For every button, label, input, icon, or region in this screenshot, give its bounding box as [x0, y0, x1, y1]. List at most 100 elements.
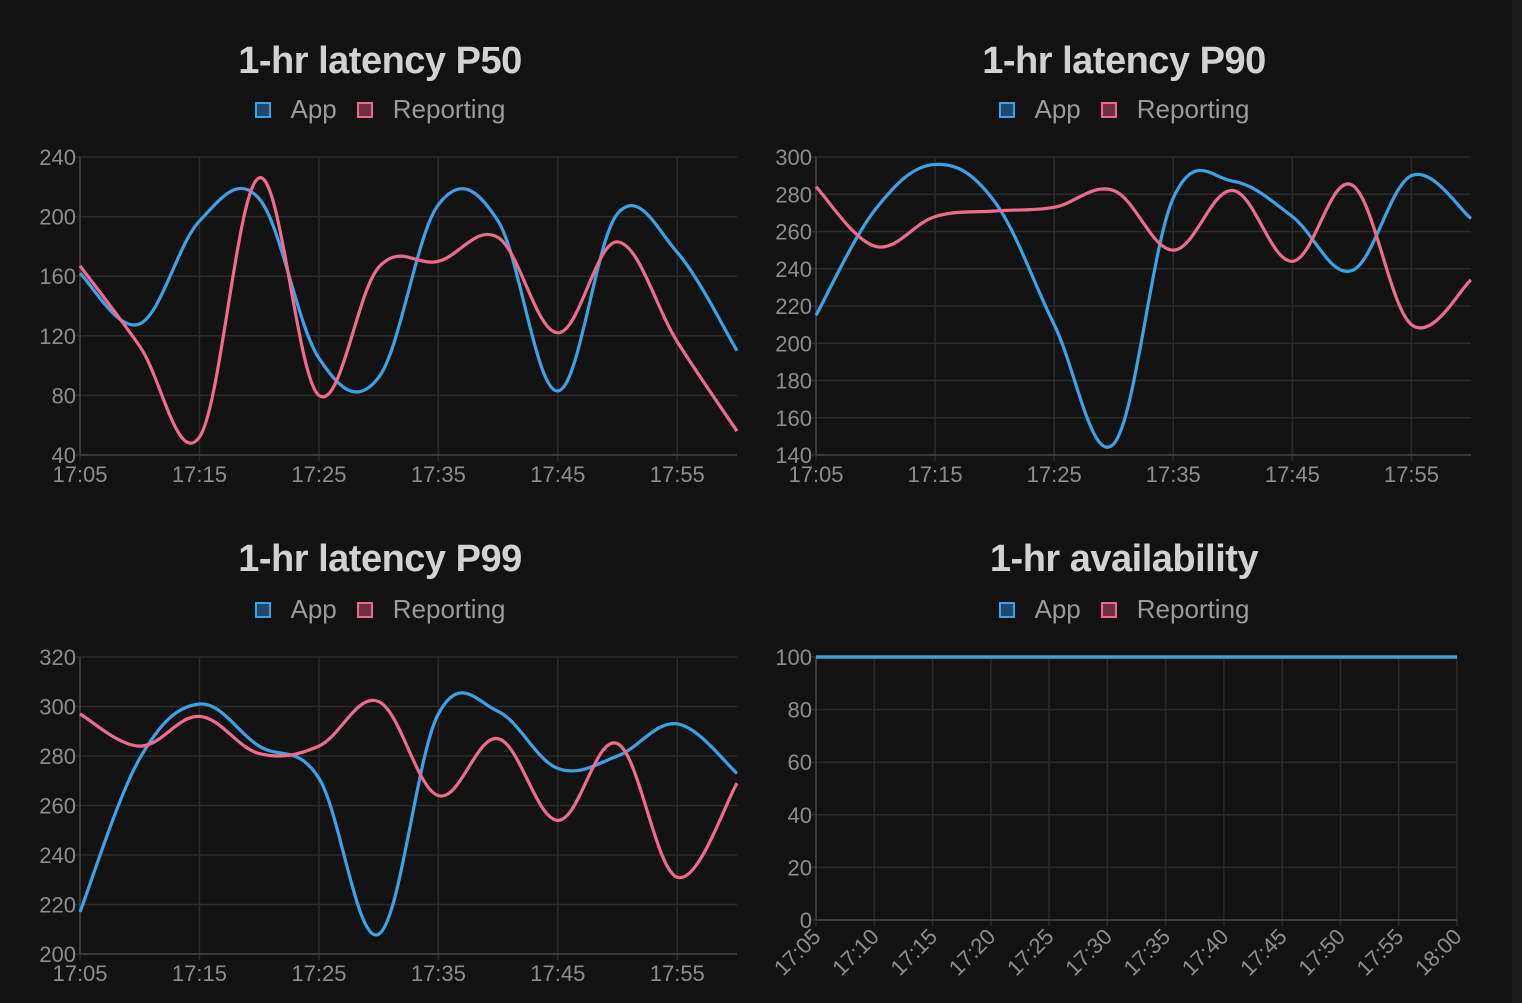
legend-item-app[interactable]: App [998, 94, 1081, 125]
legend-label-reporting: Reporting [392, 94, 506, 124]
y-tick-label: 180 [775, 369, 812, 394]
chart-legend: App Reporting [0, 94, 760, 125]
x-tick-label: 17:50 [1293, 924, 1350, 981]
x-tick-label: 17:25 [291, 462, 346, 487]
x-tick-label: 17:55 [650, 462, 705, 487]
legend-item-reporting[interactable]: Reporting [1100, 94, 1250, 125]
y-tick-label: 200 [775, 331, 812, 356]
x-tick-label: 17:55 [1352, 924, 1409, 981]
chart-panel-p99: 1-hr latency P99 App Reporting 200 220 240… [0, 500, 760, 1003]
x-tick-label: 17:05 [52, 462, 107, 487]
x-tick-label: 17:05 [788, 462, 843, 487]
y-tick-label: 0 [800, 908, 812, 933]
chart-plot: 200 220 240 260 280 300 320 17:05 17:15 17:25 17:3… [39, 645, 739, 986]
y-tick-label: 220 [775, 294, 812, 319]
x-tick-label: 17:25 [291, 961, 346, 986]
legend-item-app[interactable]: App [998, 594, 1081, 625]
y-tick-label: 20 [788, 855, 812, 880]
x-tick-label: 17:10 [827, 924, 884, 981]
y-tick-label: 240 [39, 145, 76, 170]
window-edge [1512, 0, 1522, 1003]
legend-swatch-app [254, 101, 271, 118]
x-tick-label: 17:45 [530, 961, 585, 986]
legend-swatch-app [998, 601, 1015, 618]
y-tick-label: 320 [39, 645, 76, 670]
chart-title: 1-hr latency P99 [238, 538, 522, 580]
legend-item-reporting[interactable]: Reporting [356, 594, 506, 625]
y-tick-label: 160 [775, 406, 812, 431]
x-tick-label: 18:00 [1410, 924, 1467, 981]
y-tick-label: 120 [39, 324, 76, 349]
x-tick-label: 17:35 [411, 961, 466, 986]
legend-swatch-reporting [1100, 101, 1117, 118]
legend-swatch-app [254, 601, 271, 618]
y-tick-label: 40 [52, 443, 76, 468]
y-tick-label: 100 [775, 645, 812, 670]
y-tick-label: 300 [775, 145, 812, 170]
x-tick-label: 17:45 [1235, 924, 1292, 981]
chart-title: 1-hr availability [989, 538, 1259, 580]
chart-plot: 40 80 120 160 200 240 17:05 17:15 17:25 17:35 17:4… [39, 145, 739, 487]
x-tick-label: 17:35 [411, 462, 466, 487]
legend-swatch-reporting [1100, 601, 1117, 618]
legend-swatch-app [998, 101, 1015, 118]
chart-plot: 140 160 180 200 220 240 260 280 300 17:05 17:15 17:… [775, 145, 1473, 487]
legend-label-reporting: Reporting [1136, 94, 1250, 124]
chart-panel-p90: 1-hr latency P90 App Reporting 140 160 180… [0, 0, 1512, 500]
x-tick-label: 17:45 [1265, 462, 1320, 487]
legend-item-app[interactable]: App [254, 594, 337, 625]
y-tick-label: 60 [788, 750, 812, 775]
x-tick-label: 17:35 [1119, 924, 1176, 981]
y-tick-label: 240 [775, 257, 812, 282]
x-tick-label: 17:40 [1177, 924, 1234, 981]
y-tick-label: 260 [39, 794, 76, 819]
legend-swatch-reporting [356, 101, 373, 118]
y-tick-label: 220 [39, 893, 76, 918]
y-tick-label: 240 [39, 843, 76, 868]
y-tick-label: 280 [39, 744, 76, 769]
x-tick-label: 17:55 [1384, 462, 1439, 487]
chart-legend: App Reporting [736, 94, 1512, 125]
y-tick-label: 260 [775, 220, 812, 245]
y-tick-label: 80 [788, 698, 812, 723]
legend-label-app: App [1034, 94, 1081, 124]
y-tick-label: 200 [39, 942, 76, 967]
x-tick-label: 17:05 [769, 924, 826, 981]
series-line-app [78, 691, 739, 937]
y-tick-label: 160 [39, 264, 76, 289]
x-tick-label: 17:05 [52, 961, 107, 986]
legend-item-reporting[interactable]: Reporting [1100, 594, 1250, 625]
x-tick-label: 17:30 [1060, 924, 1117, 981]
y-tick-label: 40 [788, 803, 812, 828]
chart-panel-p50: 1-hr latency P50 App Reporting 40 80 120 16… [0, 0, 760, 500]
y-tick-label: 300 [39, 695, 76, 720]
legend-swatch-reporting [356, 601, 373, 618]
chart-legend: App Reporting [736, 594, 1512, 625]
x-tick-label: 17:25 [1027, 462, 1082, 487]
y-tick-label: 140 [775, 443, 812, 468]
x-tick-label: 17:15 [885, 924, 942, 981]
x-tick-label: 17:15 [172, 462, 227, 487]
legend-item-app[interactable]: App [254, 94, 337, 125]
y-tick-label: 200 [39, 205, 76, 230]
x-tick-label: 17:35 [1146, 462, 1201, 487]
legend-label-reporting: Reporting [1136, 594, 1250, 624]
legend-label-app: App [1034, 594, 1081, 624]
legend-item-reporting[interactable]: Reporting [356, 94, 506, 125]
legend-label-reporting: Reporting [392, 594, 506, 624]
x-tick-label: 17:45 [530, 462, 585, 487]
chart-title: 1-hr latency P90 [982, 40, 1266, 82]
x-tick-label: 17:55 [650, 961, 705, 986]
x-tick-label: 17:20 [944, 924, 1001, 981]
x-tick-label: 17:15 [908, 462, 963, 487]
y-tick-label: 80 [52, 383, 76, 408]
chart-legend: App Reporting [0, 594, 760, 625]
chart-panel-availability: 1-hr availability App Reporting 0 20 40 60 8… [0, 500, 1512, 1003]
x-tick-label: 17:25 [1002, 924, 1059, 981]
y-tick-label: 280 [775, 182, 812, 207]
legend-label-app: App [290, 94, 337, 124]
legend-label-app: App [290, 594, 337, 624]
x-tick-label: 17:15 [172, 961, 227, 986]
chart-title: 1-hr latency P50 [238, 40, 522, 82]
